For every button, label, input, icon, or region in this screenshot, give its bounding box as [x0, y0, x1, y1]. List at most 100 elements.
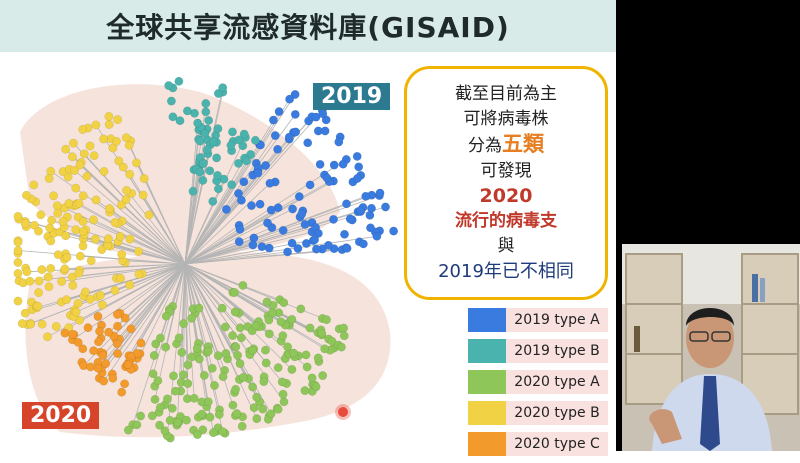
tree-node	[273, 404, 283, 414]
tree-branch	[184, 195, 366, 265]
tree-branch	[113, 263, 186, 337]
tree-node	[124, 140, 134, 150]
tree-node	[342, 243, 352, 253]
tree-node	[221, 204, 231, 214]
tree-node	[248, 382, 258, 392]
tree-node	[13, 237, 23, 247]
tree-node	[329, 160, 339, 170]
tree-nodes	[13, 76, 399, 443]
tree-branch	[110, 245, 186, 265]
tree-node	[345, 214, 355, 224]
tree-node	[261, 358, 271, 368]
tree-node	[284, 132, 294, 142]
tree-node	[251, 321, 261, 330]
tree-node	[120, 379, 130, 389]
tree-node	[285, 94, 295, 104]
tree-node	[43, 332, 52, 342]
tree-node	[58, 216, 68, 226]
tree-node	[252, 392, 262, 402]
tree-node	[194, 354, 204, 364]
tree-node	[278, 389, 288, 399]
slide-title: 全球共享流感資料庫(GISAID)	[106, 11, 510, 44]
tree-node	[67, 329, 77, 339]
tree-node	[125, 280, 135, 290]
tree-branch	[117, 263, 186, 315]
tree-node	[75, 251, 85, 261]
tree-branch	[68, 263, 186, 329]
tree-node	[46, 236, 56, 246]
tree-node	[61, 231, 71, 241]
tree-node	[266, 409, 276, 419]
tree-node	[164, 81, 174, 91]
tree-node	[297, 209, 307, 219]
tree-node	[29, 180, 39, 190]
tree-node	[213, 124, 223, 134]
tree-node	[34, 276, 44, 286]
tree-node	[287, 314, 297, 324]
legend-item: 2020 type C	[468, 432, 608, 456]
tree-node	[123, 425, 133, 435]
tree-node	[300, 219, 310, 229]
tree-branch	[177, 263, 186, 423]
tree-node	[104, 111, 114, 121]
tree-node	[61, 144, 71, 154]
tree-branch	[184, 200, 242, 265]
tree-node	[207, 363, 217, 373]
tree-node	[174, 76, 184, 86]
tree-node	[126, 324, 136, 334]
legend-swatch	[468, 401, 506, 425]
tree-node	[195, 167, 205, 177]
tree-node	[71, 225, 81, 235]
tree-node	[327, 336, 337, 346]
callout-line-8: 2019年已不相同	[438, 261, 574, 282]
tree-node	[339, 331, 349, 341]
tree-node	[318, 371, 328, 381]
tree-node	[261, 345, 270, 355]
tree-node	[153, 376, 163, 386]
tree-node	[138, 190, 148, 200]
tree-node	[99, 134, 109, 144]
tree-node	[213, 351, 223, 361]
tree-node	[188, 186, 198, 196]
tree-node	[108, 143, 118, 153]
tree-node	[98, 300, 107, 310]
tree-node	[264, 329, 274, 339]
tree-node	[162, 394, 172, 404]
tree-node	[234, 237, 244, 247]
tree-node	[70, 166, 79, 175]
tree-branch	[184, 244, 254, 265]
year-badge-2019: 2019	[313, 83, 391, 110]
tree-node	[52, 201, 62, 211]
tree-node	[248, 346, 257, 356]
tree-node	[123, 360, 133, 370]
tree-node	[212, 153, 222, 163]
tree-node	[91, 120, 101, 130]
tree-node	[68, 280, 78, 290]
tree-node	[276, 317, 286, 327]
tree-branch	[184, 231, 313, 265]
tree-node	[97, 245, 107, 255]
tree-node	[250, 135, 260, 145]
tree-node	[161, 342, 171, 352]
tree-node	[317, 328, 327, 338]
legend-item: 2019 type B	[468, 339, 608, 363]
tree-node	[287, 365, 297, 374]
tree-node	[113, 321, 122, 331]
tree-node	[68, 138, 78, 148]
tree-branch	[184, 183, 271, 265]
tree-node	[93, 363, 103, 373]
tree-branch	[78, 203, 186, 265]
tree-branch	[184, 170, 258, 265]
tree-branch	[184, 181, 330, 265]
tree-node	[258, 404, 268, 414]
tree-node	[193, 118, 203, 128]
legend-label: 2020 type B	[506, 401, 608, 425]
tree-node	[111, 136, 121, 146]
legend-item: 2020 type A	[468, 370, 608, 394]
tree-node	[132, 420, 142, 430]
tree-node	[290, 109, 300, 119]
tree-node	[21, 190, 31, 200]
tree-node	[60, 264, 70, 274]
tree-node	[155, 403, 165, 412]
tree-node	[267, 308, 277, 318]
